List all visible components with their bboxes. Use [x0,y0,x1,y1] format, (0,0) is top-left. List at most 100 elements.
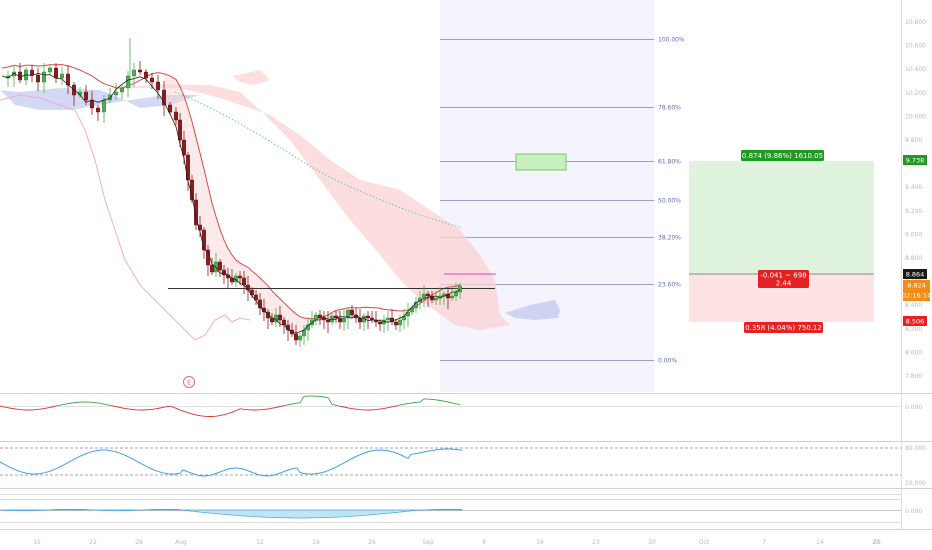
candle-body [95,107,100,113]
candle-body [318,314,323,319]
candle-body [338,317,343,323]
candle-body [454,291,459,297]
svg-text:8.506: 8.506 [906,318,925,326]
base-line [1,64,461,320]
candle-body [450,295,455,299]
event-marker-label: E [187,380,191,387]
y-tick-label: 8.000 [905,349,922,356]
candle-body [434,297,439,301]
price-band [164,73,340,334]
candle-body [278,314,283,321]
candle-body [286,324,291,331]
fib-level-label: 0.00% [658,358,677,365]
candle-body [378,321,383,325]
y-tick-label: 10.400 [905,66,926,73]
candle-body [294,333,299,341]
fib-background [440,0,654,392]
x-tick-label: 12 [256,539,264,546]
candle-body [177,119,182,141]
x-tick-label: Aug [175,539,187,546]
candle-body [422,293,427,299]
candle-body [89,99,94,109]
svg-text:8.864: 8.864 [906,271,925,279]
candle-body [60,73,65,79]
candle-body [197,224,202,231]
candle-body [143,71,148,79]
histogram-area [0,508,463,519]
y-tick-label: 9.800 [905,137,922,144]
x-tick-label: 29 [135,539,143,546]
x-tick-label: 22 [89,539,97,546]
oscillator-tick-lower: 20.000 [905,480,926,487]
candle-body [346,309,351,319]
candle-body [314,314,319,321]
price-tag-current: 8.864 [903,269,927,279]
fib-level-label: 100.00% [658,37,685,44]
position-target-label: 0.874 (9.86%) 1610.05 [742,152,823,160]
price-tag-stop: 8.506 [903,316,927,326]
candle-body [386,317,391,321]
position-target-zone[interactable] [689,161,874,274]
candle-body [193,199,198,226]
momentum-tick: 0.000 [905,404,922,411]
x-tick-label: 28 [873,539,881,546]
x-tick-label: Sep [422,539,434,546]
lagging-span [0,94,251,341]
candle-body [326,319,331,323]
x-tick-label: 26 [368,539,376,546]
price-tag-last: 8.824 02:16:14 [902,280,931,301]
position-center-badge: -0.041 ~ 698 2.44 [758,270,809,288]
x-tick-label: 9 [482,539,486,546]
moving-average-dotted [174,91,463,229]
candle-body [155,81,160,91]
candle-body [350,309,355,316]
x-tick-label: 21 [872,539,880,546]
position-center-label-2: 2.44 [776,280,792,288]
candle-body [253,294,258,301]
candle-body [458,285,463,293]
candle-body [410,307,415,313]
candle-body [298,335,303,341]
x-tick-label: 16 [536,539,544,546]
y-tick-label: 10.600 [905,43,926,50]
y-tick-label: 7.800 [905,373,922,380]
x-tick-label: 14 [816,539,824,546]
position-center-label-1: -0.041 ~ 698 [760,272,806,280]
x-tick-label: 30 [648,539,656,546]
candle-body [137,69,142,73]
fib-level-label: 78.60% [658,105,681,112]
candle-body [430,295,435,301]
svg-text:9.738: 9.738 [906,157,925,165]
candle-body [101,99,106,113]
fibonacci-retracement[interactable]: 100.00% 78.60% 61.80% 50.00% 38.20% 23.60% 0.0… [440,37,685,365]
candle-body [125,75,130,89]
position-stop-label: 0.358 (4.04%) 750.12 [745,324,822,332]
price-axis[interactable]: 10.80010.60010.40010.20010.0009.8009.600… [905,19,926,380]
momentum-line-positive [55,395,461,407]
candle-body [334,315,339,319]
candle-body [342,317,347,323]
y-tick-label: 10.200 [905,90,926,97]
histogram-tick: 0.000 [905,508,922,515]
y-tick-label: 8.400 [905,302,922,309]
candle-body [217,261,222,271]
ichimoku-cloud-red-top [232,70,270,85]
y-tick-label: 8.200 [905,326,922,333]
momentum-line-negative [0,405,397,417]
candle-body [221,269,226,276]
candle-body [167,104,172,113]
earnings-event-marker[interactable]: E [183,376,195,388]
y-tick-label: 9.400 [905,184,922,191]
candle-body [262,307,267,313]
candle-body [54,67,59,79]
candle-body [36,74,41,83]
svg-text:02:16:14: 02:16:14 [902,292,931,300]
y-tick-label: 9.200 [905,208,922,215]
target-zone-box[interactable] [515,153,567,171]
candle-body [426,293,431,297]
ichimoku-cloud-blue-right [505,300,560,320]
candle-body [48,67,53,73]
candle-body [237,275,242,279]
